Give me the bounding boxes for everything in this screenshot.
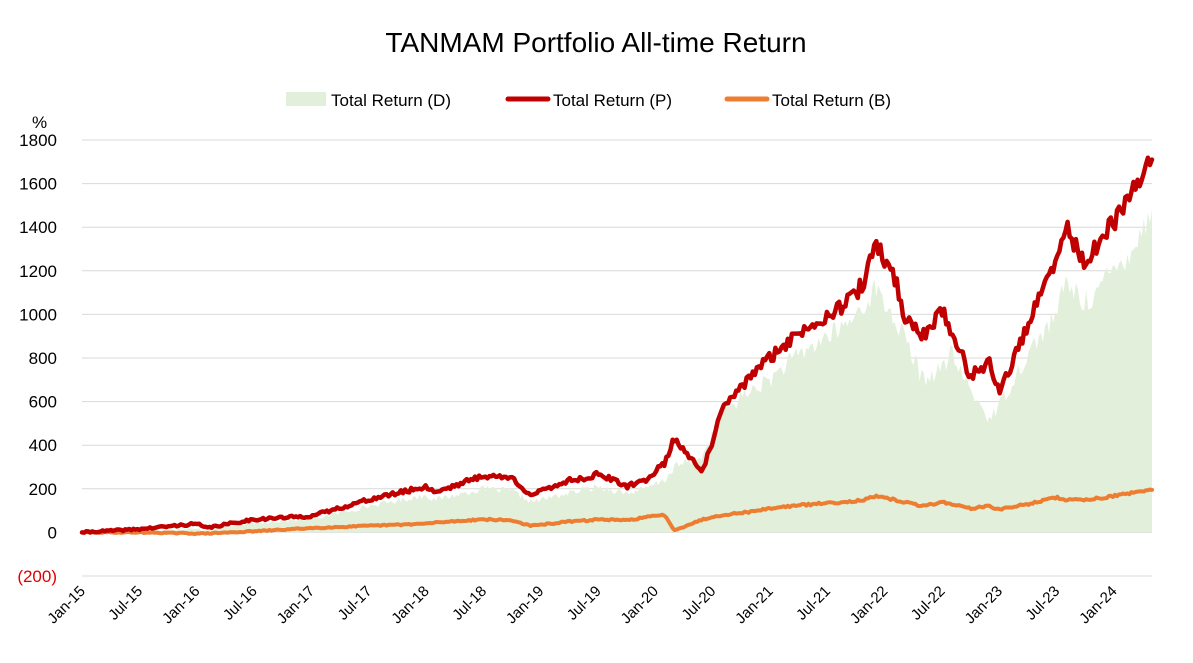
y-tick-label: (200) xyxy=(17,567,57,586)
chart-title: TANMAM Portfolio All-time Return xyxy=(385,27,806,58)
y-axis-label: % xyxy=(32,113,47,132)
x-tick-labels: Jan-15 Jul-15 Jan-16 Jul-16 Jan-17 Jul-17 Jan-… xyxy=(44,583,1120,627)
legend-label-p: Total Return (P) xyxy=(553,91,672,110)
x-tick-label: Jul-23 xyxy=(1022,583,1063,624)
x-tick-label: Jan-21 xyxy=(732,583,776,627)
x-tick-label: Jul-18 xyxy=(449,583,490,624)
series-p-line xyxy=(79,155,1155,535)
y-tick-label: 1800 xyxy=(19,131,57,150)
series-d-area xyxy=(82,209,1152,534)
x-tick-label: Jul-21 xyxy=(793,583,834,624)
y-tick-label: 1200 xyxy=(19,262,57,281)
legend-label-b: Total Return (B) xyxy=(772,91,891,110)
x-tick-label: Jan-16 xyxy=(159,583,203,627)
x-tick-label: Jan-15 xyxy=(44,583,88,627)
legend-label-d: Total Return (D) xyxy=(331,91,451,110)
x-tick-label: Jan-22 xyxy=(847,583,891,627)
y-tick-label: 400 xyxy=(29,436,57,455)
y-tick-label: 0 xyxy=(48,523,57,542)
legend-swatch-d xyxy=(286,92,326,106)
y-tick-label: 1600 xyxy=(19,175,57,194)
x-tick-label: Jan-17 xyxy=(274,583,318,627)
legend: Total Return (D) Total Return (P) Total … xyxy=(286,91,891,110)
y-tick-label: 1400 xyxy=(19,218,57,237)
x-tick-label: Jul-19 xyxy=(564,583,605,624)
y-tick-labels: 1800 1600 1400 1200 1000 800 600 400 200 0 (200) xyxy=(17,131,57,586)
x-tick-label: Jul-16 xyxy=(220,583,261,624)
x-tick-label: Jul-17 xyxy=(335,583,376,624)
x-tick-label: Jan-23 xyxy=(962,583,1006,627)
y-tick-label: 800 xyxy=(29,349,57,368)
y-tick-label: 200 xyxy=(29,480,57,499)
x-tick-label: Jul-15 xyxy=(105,583,146,624)
x-tick-label: Jan-20 xyxy=(618,583,662,627)
x-tick-label: Jul-22 xyxy=(908,583,949,624)
x-tick-label: Jan-18 xyxy=(388,583,432,627)
x-tick-label: Jan-24 xyxy=(1076,583,1120,627)
y-tick-label: 600 xyxy=(29,393,57,412)
y-tick-label: 1000 xyxy=(19,305,57,324)
x-tick-label: Jul-20 xyxy=(678,583,719,624)
plot-area xyxy=(79,155,1155,536)
series-b-line xyxy=(80,487,1154,536)
x-tick-label: Jan-19 xyxy=(503,583,547,627)
